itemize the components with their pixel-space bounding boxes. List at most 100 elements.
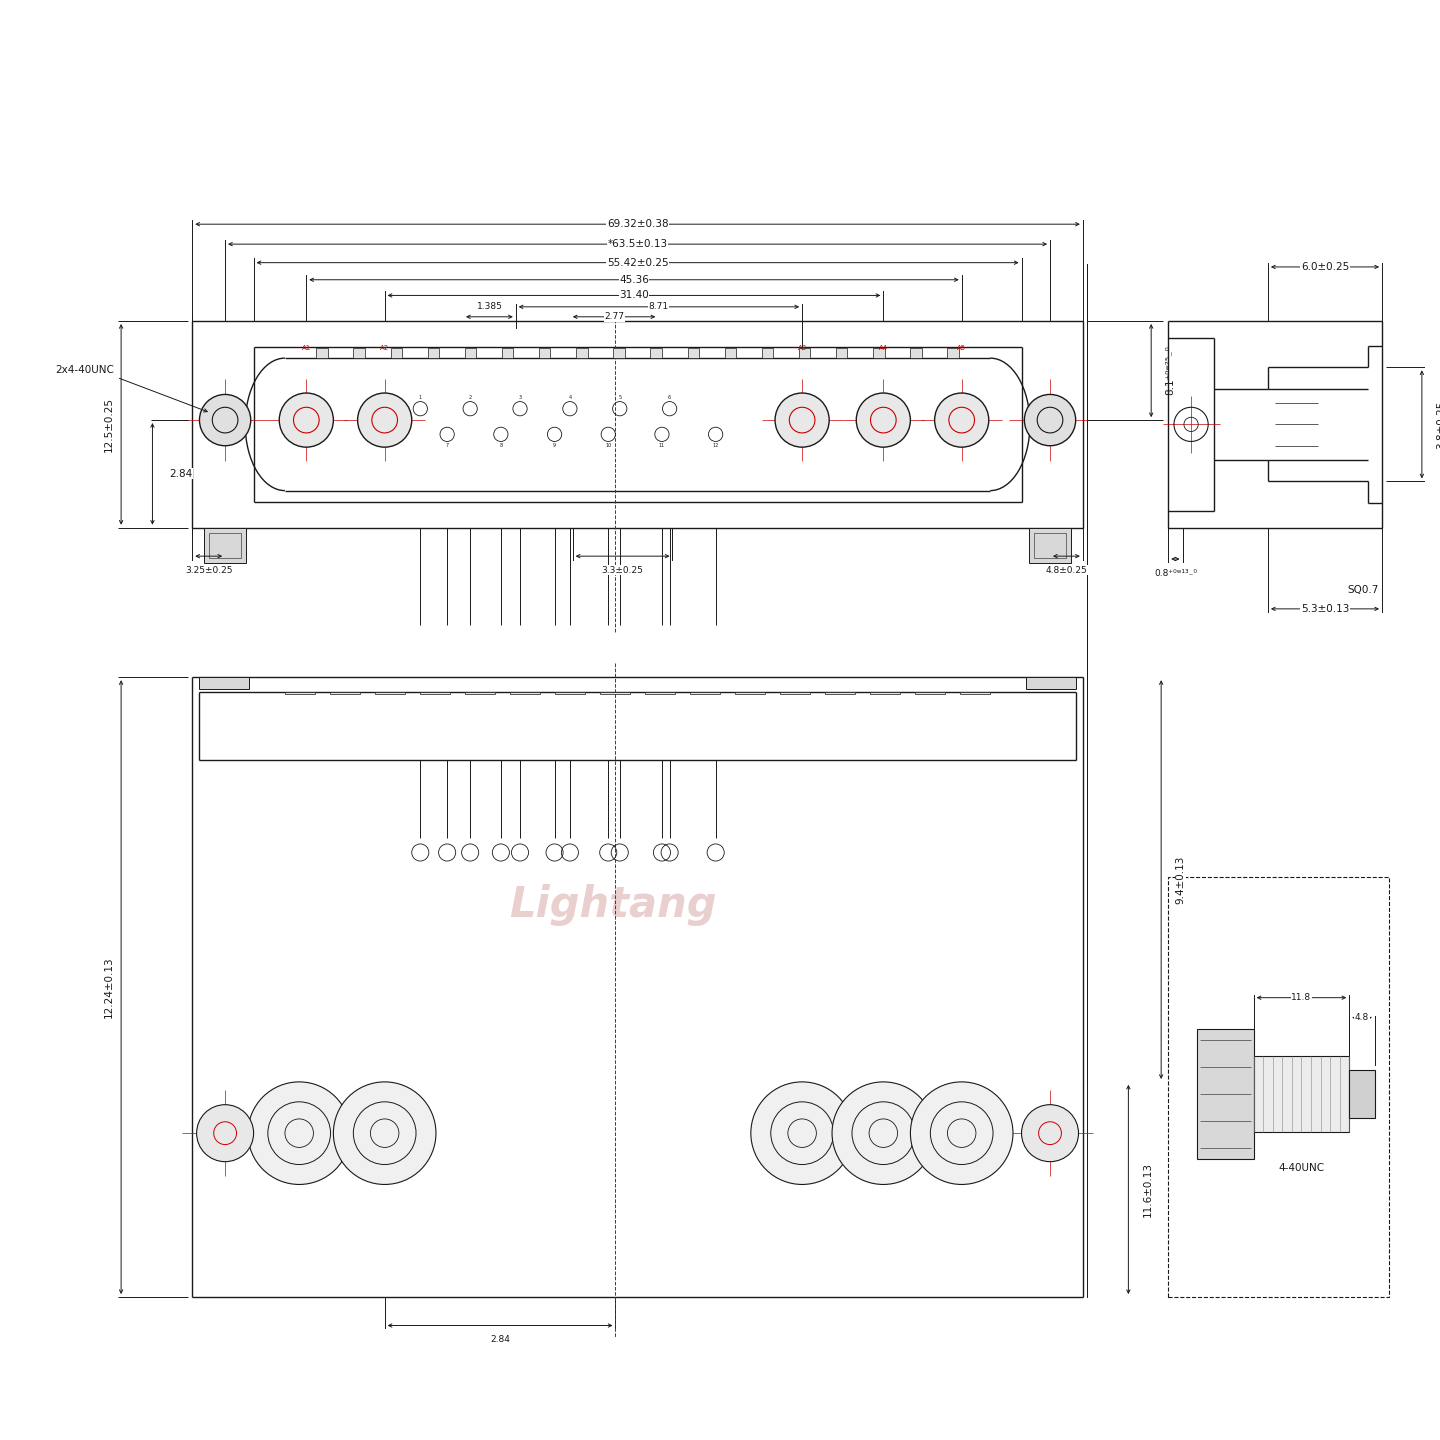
Circle shape [1024, 395, 1076, 446]
Bar [780, 691, 809, 694]
Text: 12: 12 [713, 444, 719, 448]
Bar [799, 348, 811, 359]
Circle shape [248, 1081, 350, 1185]
Bar [736, 691, 765, 694]
Text: 4.8±0.25: 4.8±0.25 [1045, 566, 1087, 575]
Text: SQ0.7: SQ0.7 [1348, 585, 1380, 595]
Circle shape [357, 393, 412, 448]
Text: 4: 4 [569, 395, 572, 400]
Text: 11.6±0.13: 11.6±0.13 [1142, 1162, 1152, 1217]
Bar [428, 348, 439, 359]
Text: 7: 7 [445, 444, 449, 448]
Circle shape [279, 393, 334, 448]
Text: 3.8±0.25: 3.8±0.25 [1436, 400, 1440, 448]
Bar [687, 348, 698, 359]
Circle shape [334, 1081, 436, 1185]
Bar [873, 348, 884, 359]
Text: 10: 10 [605, 444, 612, 448]
Text: 12.24±0.13: 12.24±0.13 [104, 956, 114, 1018]
Bar [600, 691, 629, 694]
Text: *63.5±0.13: *63.5±0.13 [608, 239, 668, 249]
Text: 31.40: 31.40 [619, 291, 649, 301]
Bar [1028, 527, 1071, 563]
Text: 9: 9 [553, 444, 556, 448]
Text: A2: A2 [380, 346, 389, 351]
Bar [1168, 877, 1390, 1297]
Bar [576, 348, 588, 359]
Text: 3.3±0.25: 3.3±0.25 [602, 566, 644, 575]
Bar [910, 348, 922, 359]
Bar [1025, 677, 1076, 688]
Text: 1: 1 [419, 395, 422, 400]
Text: 6.0±0.25: 6.0±0.25 [1300, 262, 1349, 272]
Bar [390, 348, 402, 359]
Text: 2: 2 [468, 395, 472, 400]
Text: A5: A5 [958, 346, 966, 351]
Text: 3.25±0.25: 3.25±0.25 [184, 566, 232, 575]
Text: A3: A3 [798, 346, 806, 351]
Text: A1: A1 [302, 346, 311, 351]
Bar [724, 348, 736, 359]
Bar [465, 348, 477, 359]
Text: 12.5±0.25: 12.5±0.25 [104, 397, 114, 452]
Bar [645, 691, 675, 694]
Bar [556, 691, 585, 694]
Bar [1197, 1030, 1254, 1159]
Bar [948, 348, 959, 359]
Bar [330, 691, 360, 694]
Bar [1034, 533, 1066, 557]
Circle shape [935, 393, 989, 448]
Circle shape [775, 393, 829, 448]
Text: 5.3±0.13: 5.3±0.13 [1300, 603, 1349, 613]
Bar [203, 527, 246, 563]
Circle shape [750, 1081, 854, 1185]
Bar [960, 691, 989, 694]
Text: 11.8: 11.8 [1292, 994, 1312, 1002]
Bar [317, 348, 328, 359]
Text: 2.84: 2.84 [170, 469, 193, 480]
Bar [690, 691, 720, 694]
Text: 4-40UNC: 4-40UNC [1279, 1164, 1325, 1174]
Bar [353, 348, 364, 359]
Bar [465, 691, 495, 694]
Text: 2x4-40UNC: 2x4-40UNC [55, 366, 114, 376]
Text: 2.77: 2.77 [603, 312, 624, 321]
Bar [1349, 1070, 1375, 1119]
Bar [503, 348, 513, 359]
Text: 11: 11 [660, 444, 665, 448]
Text: 4.8: 4.8 [1355, 1014, 1369, 1022]
Bar [762, 348, 773, 359]
Text: 1.385: 1.385 [477, 302, 503, 311]
Bar [285, 691, 315, 694]
Bar [825, 691, 855, 694]
Bar [376, 691, 405, 694]
Text: 45.36: 45.36 [619, 275, 649, 285]
Text: 69.32±0.38: 69.32±0.38 [606, 219, 668, 229]
Bar [613, 348, 625, 359]
Text: Lightang: Lightang [508, 884, 716, 926]
Circle shape [1021, 1104, 1079, 1162]
Text: A4: A4 [878, 346, 888, 351]
Bar [914, 691, 945, 694]
Bar [420, 691, 451, 694]
Text: 2.84: 2.84 [490, 1335, 510, 1345]
Bar [209, 533, 240, 557]
Text: 55.42±0.25: 55.42±0.25 [606, 258, 668, 268]
Bar [837, 348, 847, 359]
Bar [539, 348, 550, 359]
Circle shape [910, 1081, 1012, 1185]
Text: 5: 5 [618, 395, 621, 400]
Text: 8.71: 8.71 [649, 302, 670, 311]
Text: 0.8⁺⁰ʷ¹³₋⁰: 0.8⁺⁰ʷ¹³₋⁰ [1153, 569, 1197, 577]
Text: 3: 3 [518, 395, 521, 400]
Bar [1254, 1056, 1349, 1132]
Text: 8: 8 [500, 444, 503, 448]
Bar [200, 677, 249, 688]
Bar [651, 348, 662, 359]
Text: 9.4±0.13: 9.4±0.13 [1175, 855, 1185, 904]
Bar [870, 691, 900, 694]
Text: 6: 6 [668, 395, 671, 400]
Circle shape [200, 395, 251, 446]
Circle shape [857, 393, 910, 448]
Bar [510, 691, 540, 694]
